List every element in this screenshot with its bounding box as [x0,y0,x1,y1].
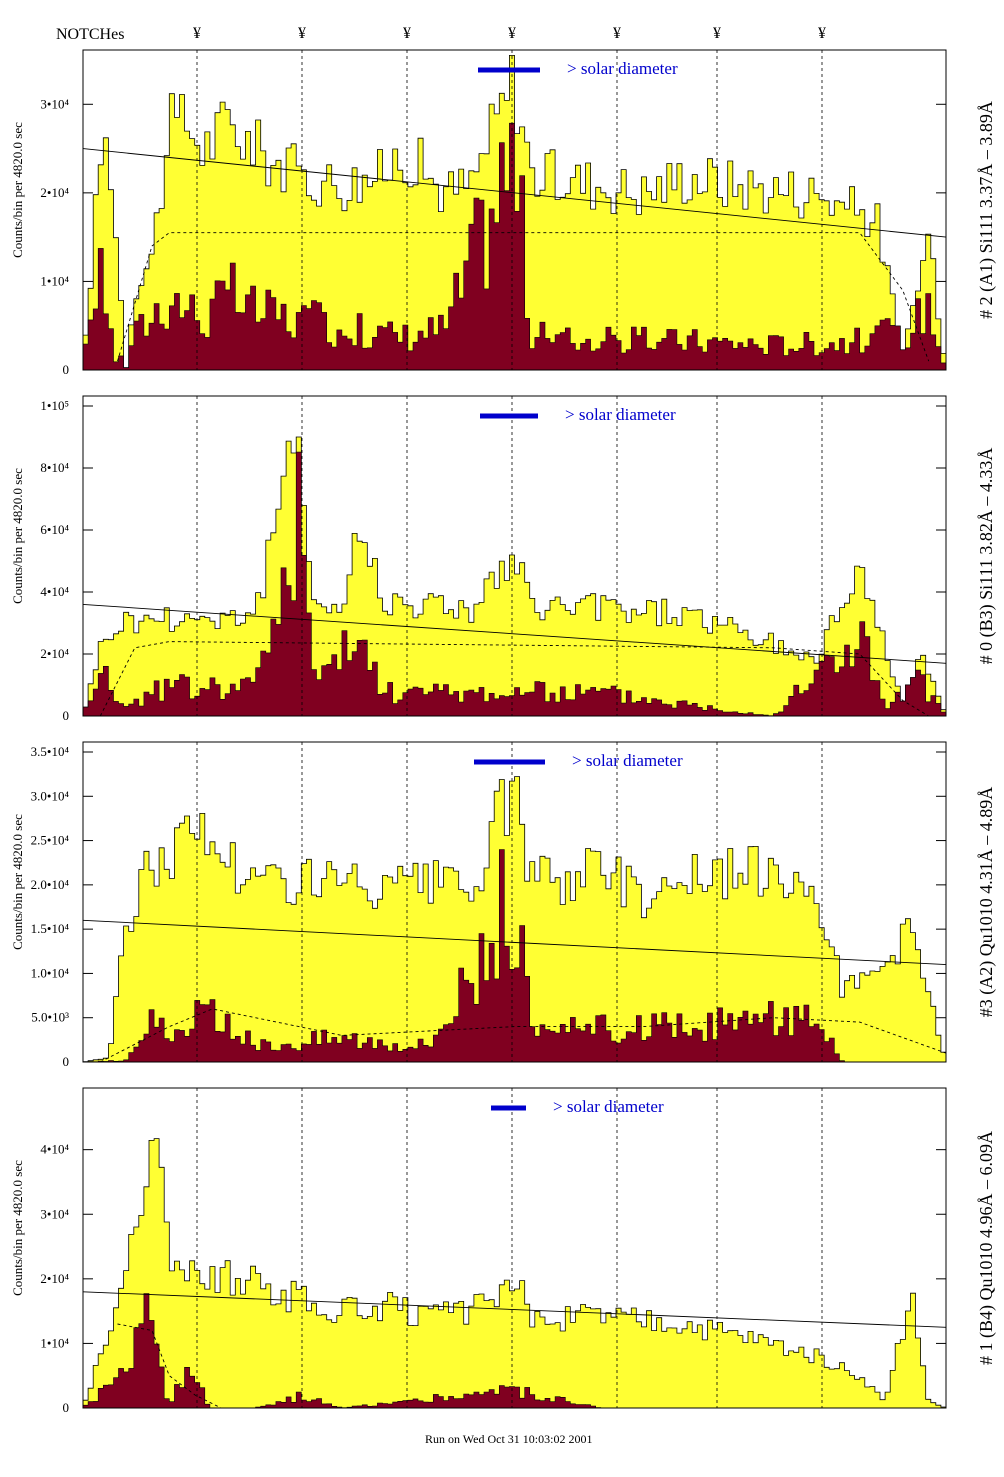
panel-label: # 1 (B4) Qu1010 4.96Å – 6.09Å [976,1131,997,1365]
panel-2: 0 2•10⁴ 4•10⁴ 6•10⁴ 8•10⁴ 1•10⁵ > solar diamet… [10,395,997,723]
component-counts-histogram [82,451,947,717]
notches-label: NOTCHes [56,26,124,43]
model-line-dashed [117,232,930,362]
notch-marker-2: ¥ [298,25,306,42]
y-tick-label: 3•10⁴ [40,1206,69,1221]
solar-diameter-annotation: > solar diameter [567,59,678,78]
model-line-dashed [100,1008,947,1063]
notch-marker-5: ¥ [613,25,621,42]
total-counts-histogram [82,776,947,1063]
panel-3: 0 5.0•10³ 1.0•10⁴ 1.5•10⁴ 2.0•10⁴ 2.5•10⁴ 3.0•… [10,741,997,1069]
y-tick-label: 2.0•10⁴ [31,877,70,892]
plot-frame [82,741,947,1063]
y-tick-label: 4•10⁴ [40,1142,69,1157]
panel-4: 0 1•10⁴ 2•10⁴ 3•10⁴ 4•10⁴ > solar diameter Cou… [10,1087,997,1415]
y-tick-label: 3.5•10⁴ [31,744,70,759]
y-tick-label: 1.0•10⁴ [31,965,70,980]
y-tick-label: 2•10⁴ [40,1271,69,1286]
y-tick-label: 1•10⁴ [40,1335,69,1350]
y-tick-label: 3•10⁴ [40,96,69,111]
y-tick-label: 2•10⁴ [40,646,69,661]
component-counts-histogram [82,122,947,371]
y-tick-label: 4•10⁴ [40,584,69,599]
model-line-dashed [99,641,929,717]
y-axis-label: Counts/bin per 4820.0 sec [10,814,25,950]
y-tick-label: 0 [63,362,70,377]
y-axis-label: Counts/bin per 4820.0 sec [10,1160,25,1296]
total-counts-histogram [82,1138,947,1409]
notch-marker-4: ¥ [508,25,516,42]
notch-marker-3: ¥ [403,25,411,42]
component-counts-histogram [82,849,946,1063]
solar-diameter-annotation: > solar diameter [553,1097,664,1116]
y-tick-label: 1.5•10⁴ [31,921,70,936]
y-tick-label: 1•10⁵ [40,398,69,413]
solar-diameter-annotation: > solar diameter [572,751,683,770]
y-tick-label: 0 [63,1400,70,1415]
run-footer: Run on Wed Oct 31 10:03:02 2001 [425,1432,592,1446]
y-axis-label: Counts/bin per 4820.0 sec [10,468,25,604]
model-line-solid [82,1291,947,1328]
y-tick-label: 2.5•10⁴ [31,833,70,848]
model-line-solid [82,603,947,664]
panel-1: 0 1•10⁴ 2•10⁴ 3•10⁴ > solar diameter Counts/b… [10,49,997,377]
plot-frame [82,1087,947,1409]
y-tick-label: 1•10⁴ [40,273,69,288]
panel-label: # 2 (A1) Si111 3.37Å – 3.89Å [976,101,997,319]
plot-frame [82,395,947,717]
notches-header: NOTCHes ¥ ¥ ¥ ¥ ¥ ¥ ¥ [56,25,826,43]
plot-frame [82,49,947,371]
notch-marker-1: ¥ [193,25,201,42]
notch-marker-6: ¥ [713,25,721,42]
model-line-solid [82,148,947,238]
notch-marker-7: ¥ [818,25,826,42]
panel-label: #3 (A2) Qu1010 4.31Å – 4.89Å [976,787,997,1017]
y-tick-label: 0 [63,708,70,723]
y-tick-label: 5.0•10³ [31,1010,69,1025]
model-line-solid [82,919,947,966]
y-tick-label: 2•10⁴ [40,185,69,200]
panel-label: # 0 (B3) Si111 3.82Å – 4.33Å [976,448,997,665]
y-tick-label: 0 [63,1054,70,1069]
y-tick-label: 3.0•10⁴ [31,788,70,803]
y-tick-label: 8•10⁴ [40,460,69,475]
solar-diameter-annotation: > solar diameter [565,405,676,424]
y-axis-label: Counts/bin per 4820.0 sec [10,122,25,258]
y-tick-label: 6•10⁴ [40,522,69,537]
